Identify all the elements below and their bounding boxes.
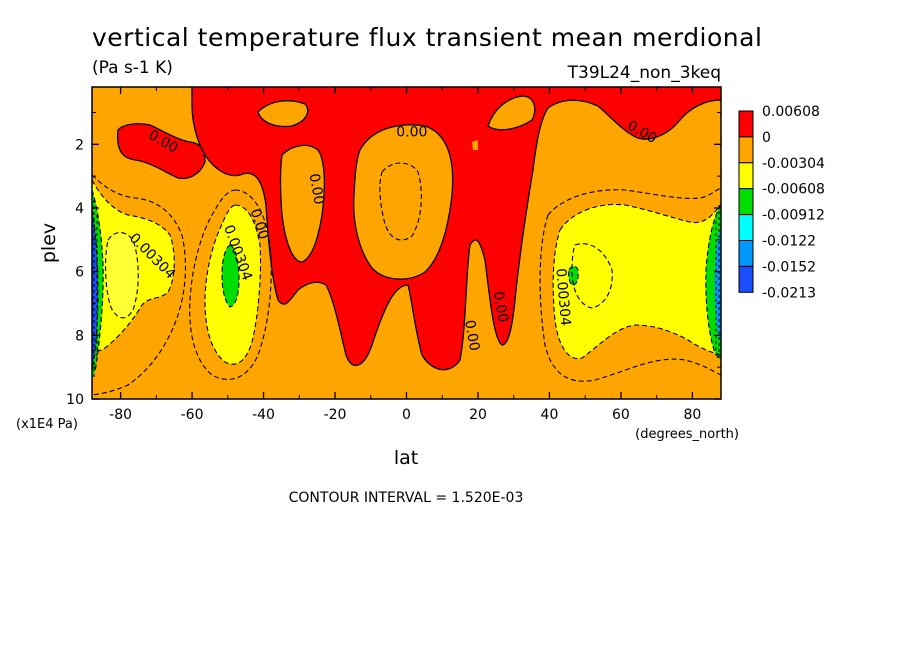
- units-label: (Pa s-1 K): [92, 58, 173, 78]
- colorbar-swatch: [738, 240, 754, 267]
- contour-label-text: 0.00: [461, 319, 482, 352]
- y-axis: 2 4 6 8 10: [66, 111, 721, 408]
- y-tick-label: 4: [75, 201, 84, 217]
- colorbar-label: -0.0122: [762, 234, 816, 250]
- region-neg-right-yellow: [553, 204, 721, 359]
- x-tick-label: 0: [402, 407, 411, 423]
- contour-label-text: 0.00: [490, 290, 511, 323]
- region-neg-mid-green: [222, 245, 239, 307]
- plot-area: 0.00 0.00 0.000.000.000.000.000.00304 0.003…: [92, 87, 721, 399]
- colorbar-swatch: [738, 265, 754, 293]
- colorbar-label: 0: [762, 130, 771, 146]
- x-tick-label: -80: [109, 407, 132, 423]
- colorbar-label: 0.00608: [762, 104, 820, 120]
- y-tick-label: 10: [66, 392, 84, 408]
- x-tick-label: 60: [612, 407, 630, 423]
- island-orange-top: [258, 100, 308, 127]
- contour-label: 0.00304: [552, 268, 573, 327]
- colorbar-label: -0.00304: [762, 156, 825, 172]
- x-axis: -80 -60 -40 -20 0 20 40 60 80: [109, 87, 701, 423]
- x-tick-label: 80: [683, 407, 701, 423]
- colorbar-swatch: [738, 214, 754, 242]
- x-axis-title: lat: [394, 447, 418, 469]
- region-positive-top: [192, 87, 721, 370]
- contour-label: 0.00: [461, 319, 482, 352]
- contour-label: 0.00: [490, 290, 511, 323]
- colorbar: 0.00608 0 -0.00304 -0.00608 -0.00912 -0.0122 -…: [738, 104, 825, 301]
- colorbar-swatch: [738, 110, 754, 138]
- x-axis-units: (degrees_north): [635, 427, 739, 442]
- colorbar-swatch: [738, 188, 754, 216]
- x-tick-label: 40: [541, 407, 559, 423]
- x-tick-label: 20: [469, 407, 487, 423]
- contour-label: 0.00: [396, 125, 427, 141]
- y-tick-label: 2: [75, 137, 84, 153]
- contour-label-text: 0.00304: [552, 268, 573, 327]
- colorbar-label: -0.00912: [762, 208, 825, 224]
- island-orange-center: [353, 124, 453, 280]
- contour-label-text: 0.00: [396, 125, 427, 141]
- region-positive-left: [117, 123, 205, 179]
- y-tick-label: 8: [75, 328, 84, 344]
- x-tick-label: -20: [324, 407, 347, 423]
- colorbar-label: -0.0152: [762, 259, 816, 275]
- y-axis-title: plev: [38, 223, 60, 263]
- contour-lines-negative: [92, 162, 721, 396]
- island-orange-right: [488, 96, 535, 130]
- contour-interval: CONTOUR INTERVAL = 1.520E-03: [289, 490, 524, 506]
- x-tick-label: -40: [252, 407, 275, 423]
- contour-label: 0.00: [306, 172, 327, 205]
- island-orange-dot: [472, 140, 478, 150]
- chart-title: vertical temperature flux transient mean…: [92, 23, 762, 52]
- y-tick-label: 6: [75, 265, 84, 281]
- x-tick-label: -60: [181, 407, 204, 423]
- island-orange-left: [280, 145, 325, 262]
- colorbar-swatch: [738, 136, 754, 164]
- colorbar-label: -0.00608: [762, 182, 825, 198]
- y-axis-units: (x1E4 Pa): [16, 417, 78, 432]
- dataset-label: T39L24_non_3keq: [567, 63, 721, 83]
- region-neg-right-green: [568, 266, 579, 286]
- contour-label-text: 0.00: [306, 172, 327, 205]
- colorbar-swatch: [738, 162, 754, 190]
- region-neg-left-inner: [105, 232, 139, 318]
- colorbar-label: -0.0213: [762, 285, 816, 301]
